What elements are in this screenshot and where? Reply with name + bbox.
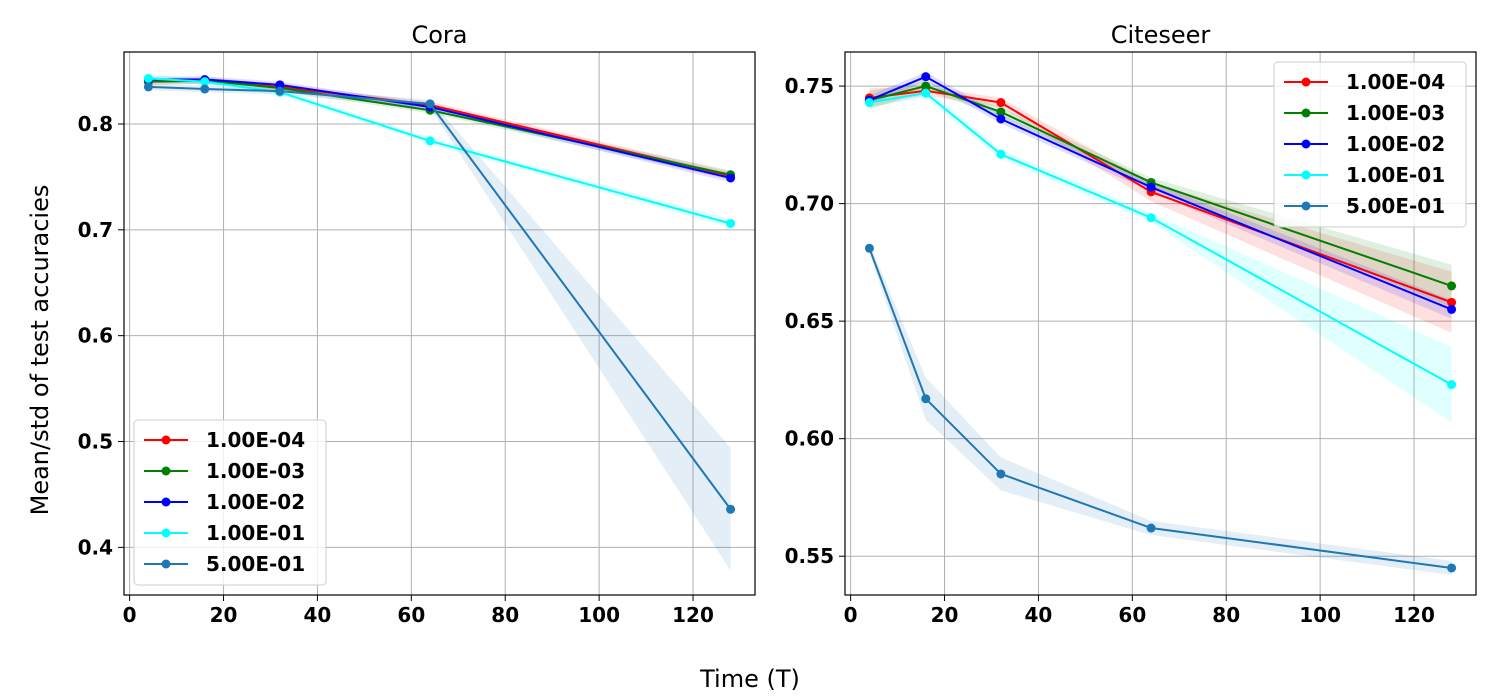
x-tick-label: 120 <box>672 603 714 627</box>
data-point-1-00e-01 <box>864 98 874 108</box>
series-line-1-00e-02 <box>148 78 731 179</box>
legend-label: 1.00E-01 <box>206 521 305 545</box>
legend-marker-1-00e-03 <box>161 466 171 476</box>
x-tick-label: 100 <box>1299 603 1341 627</box>
legend-marker-1-00e-03 <box>1301 108 1311 118</box>
data-point-1-00e-02 <box>1146 182 1156 192</box>
data-point-1-00e-03 <box>1447 281 1457 291</box>
y-tick-label: 0.75 <box>785 74 834 98</box>
axes-frame <box>844 51 1477 596</box>
legend-label: 1.00E-04 <box>206 428 305 452</box>
data-point-1-00e-01 <box>996 149 1006 159</box>
legend-label: 1.00E-03 <box>206 459 305 483</box>
x-tick-label: 100 <box>578 603 620 627</box>
y-tick-label: 0.4 <box>78 535 113 559</box>
data-point-5-00e-01 <box>200 84 210 94</box>
legend-label: 1.00E-01 <box>1346 163 1445 187</box>
x-tick-label: 20 <box>931 603 959 627</box>
legend-label: 5.00E-01 <box>206 552 305 576</box>
legend-label: 1.00E-03 <box>1346 101 1445 125</box>
data-point-5-00e-01 <box>425 99 435 109</box>
panel-title: Cora <box>411 21 467 49</box>
data-point-5-00e-01 <box>921 394 931 404</box>
x-tick-label: 40 <box>1025 603 1053 627</box>
legend-box <box>1273 61 1467 228</box>
legend-label: 1.00E-02 <box>206 490 305 514</box>
data-point-5-00e-01 <box>1146 523 1156 533</box>
data-point-5-00e-01 <box>996 469 1006 479</box>
legend-marker-1-00e-04 <box>161 435 171 445</box>
data-point-1-00e-01 <box>921 88 931 98</box>
panel-title: Citeseer <box>1111 21 1211 49</box>
y-tick-label: 0.8 <box>78 112 113 136</box>
data-point-1-00e-04 <box>996 98 1006 108</box>
legend: 1.00E-04 1.00E-03 1.00E-02 1.00E-01 5.00E-01 <box>133 419 327 586</box>
legend-box <box>133 419 327 586</box>
data-point-1-00e-01 <box>1447 380 1457 390</box>
std-band-5-00e-01 <box>869 243 1452 576</box>
y-axis-label: Mean/std of test accuracies <box>26 185 54 516</box>
data-point-1-00e-04 <box>1447 297 1457 307</box>
x-tick-label: 80 <box>491 603 519 627</box>
data-point-1-00e-01 <box>726 218 736 228</box>
data-point-5-00e-01 <box>864 243 874 253</box>
y-tick-label: 0.55 <box>785 544 834 568</box>
legend-marker-5-00e-01 <box>161 559 171 569</box>
std-band-5-00e-01 <box>148 83 731 571</box>
data-point-1-00e-01 <box>1146 213 1156 223</box>
x-tick-label: 60 <box>1118 603 1146 627</box>
data-point-5-00e-01 <box>275 86 285 96</box>
data-point-5-00e-01 <box>726 504 736 514</box>
legend-label: 5.00E-01 <box>1346 194 1445 218</box>
data-point-1-00e-02 <box>275 80 285 90</box>
x-tick-label: 0 <box>123 603 137 627</box>
data-point-1-00e-02 <box>1447 304 1457 314</box>
x-tick-label: 40 <box>304 603 332 627</box>
y-tick-label: 0.7 <box>78 218 113 242</box>
y-tick-label: 0.65 <box>785 309 834 333</box>
x-tick-label: 20 <box>210 603 238 627</box>
y-tick-label: 0.60 <box>785 427 834 451</box>
legend-marker-1-00e-02 <box>1301 139 1311 149</box>
data-point-1-00e-02 <box>726 173 736 183</box>
citeseer-panel: 0 20 40 60 80 100 120 0.55 0.60 0.65 0.70 0.75 Cites… <box>785 21 1477 627</box>
x-tick-label: 80 <box>1212 603 1240 627</box>
data-point-5-00e-01 <box>143 82 153 92</box>
data-point-1-00e-02 <box>921 72 931 82</box>
cora-panel: 0 20 40 60 80 100 120 0.4 0.5 0.6 0.7 0.8 Cora 1.00E-… <box>78 21 756 627</box>
legend-marker-1-00e-04 <box>1301 77 1311 87</box>
data-point-1-00e-01 <box>200 77 210 87</box>
data-point-1-00e-02 <box>996 114 1006 124</box>
x-axis-label: Time (T) <box>699 665 800 693</box>
data-point-1-00e-01 <box>425 136 435 146</box>
data-point-1-00e-01 <box>143 73 153 83</box>
x-tick-label: 60 <box>397 603 425 627</box>
data-point-1-00e-03 <box>996 107 1006 117</box>
data-point-1-00e-03 <box>921 81 931 91</box>
legend-marker-5-00e-01 <box>1301 201 1311 211</box>
x-tick-label: 0 <box>844 603 858 627</box>
legend-marker-1-00e-02 <box>161 497 171 507</box>
legend-marker-1-00e-01 <box>1301 170 1311 180</box>
y-tick-label: 0.70 <box>785 192 834 216</box>
y-tick-label: 0.5 <box>78 430 113 454</box>
series-line-5-00e-01 <box>868 247 1452 569</box>
x-tick-label: 120 <box>1393 603 1435 627</box>
axes-frame <box>123 51 756 596</box>
legend-label: 1.00E-04 <box>1346 70 1445 94</box>
legend: 1.00E-04 1.00E-03 1.00E-02 1.00E-01 5.00E-01 <box>1273 61 1467 228</box>
legend-label: 1.00E-02 <box>1346 132 1445 156</box>
data-point-5-00e-01 <box>1447 563 1457 573</box>
series-line-1-00e-04 <box>148 79 731 177</box>
legend-marker-1-00e-01 <box>161 528 171 538</box>
y-tick-label: 0.6 <box>78 324 113 348</box>
